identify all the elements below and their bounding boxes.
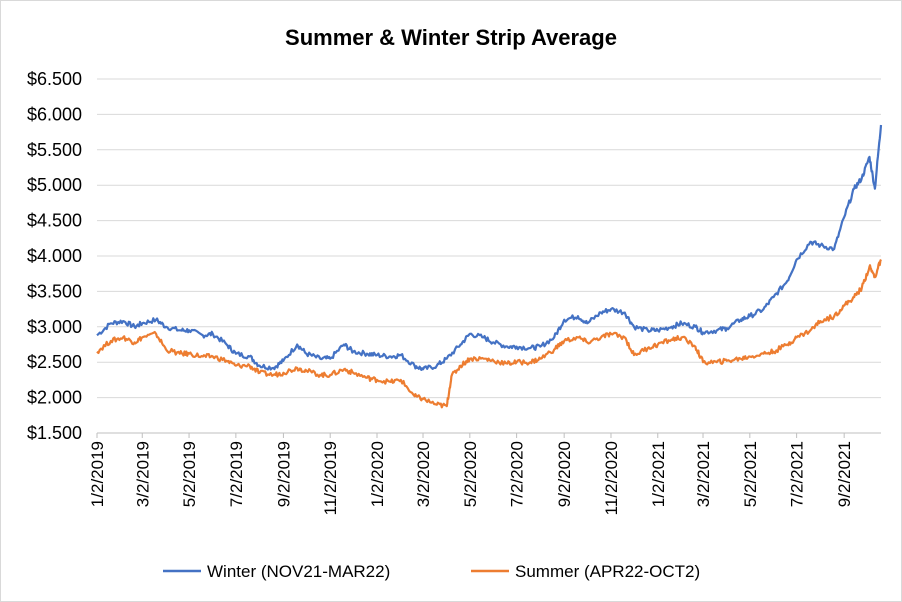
y-tick-label: $4.500 — [27, 211, 82, 231]
x-tick-label: 11/2/2020 — [602, 441, 621, 515]
series-line-summer — [96, 258, 882, 409]
x-tick-label: 3/2/2021 — [694, 441, 713, 507]
x-tick-label: 7/2/2019 — [227, 441, 246, 507]
y-tick-label: $6.000 — [27, 104, 82, 124]
chart-title: Summer & Winter Strip Average — [285, 25, 617, 50]
x-tick-label: 5/2/2019 — [180, 441, 199, 507]
x-tick-label: 1/2/2019 — [88, 441, 107, 507]
y-tick-label: $2.000 — [27, 388, 82, 408]
series-line-winter — [96, 124, 883, 371]
x-tick-label: 7/2/2020 — [508, 441, 527, 507]
legend-label: Winter (NOV21-MAR22) — [207, 562, 390, 581]
x-tick-label: 7/2/2021 — [788, 441, 807, 507]
y-tick-label: $3.500 — [27, 281, 82, 301]
y-axis-ticks: $1.500 $2.000 $2.500 $3.000 $3.500 $4.000 $4.5… — [27, 69, 82, 443]
y-tick-label: $4.000 — [27, 246, 82, 266]
legend-label: Summer (APR22-OCT2) — [515, 562, 700, 581]
y-tick-label: $2.500 — [27, 352, 82, 372]
x-axis-ticks: 1/2/2019 3/2/2019 5/2/2019 7/2/2019 9/2/2019… — [88, 433, 854, 515]
x-tick-label: 3/2/2019 — [133, 441, 152, 507]
y-tick-label: $6.500 — [27, 69, 82, 89]
x-tick-label: 5/2/2020 — [461, 441, 480, 507]
y-tick-label: $5.000 — [27, 175, 82, 195]
x-tick-label: 9/2/2021 — [835, 441, 854, 507]
y-tick-label: $1.500 — [27, 423, 82, 443]
x-tick-label: 9/2/2020 — [555, 441, 574, 507]
gridlines — [97, 78, 881, 434]
x-tick-label: 5/2/2021 — [741, 441, 760, 507]
y-tick-label: $5.500 — [27, 140, 82, 160]
series-lines — [96, 124, 883, 409]
x-tick-label: 1/2/2020 — [368, 441, 387, 507]
x-tick-label: 9/2/2019 — [274, 441, 293, 507]
x-tick-label: 11/2/2019 — [321, 441, 340, 515]
x-tick-label: 1/2/2021 — [649, 441, 668, 507]
legend: Winter (NOV21-MAR22) Summer (APR22-OCT2) — [163, 562, 700, 581]
y-tick-label: $3.000 — [27, 317, 82, 337]
x-tick-label: 3/2/2020 — [414, 441, 433, 507]
